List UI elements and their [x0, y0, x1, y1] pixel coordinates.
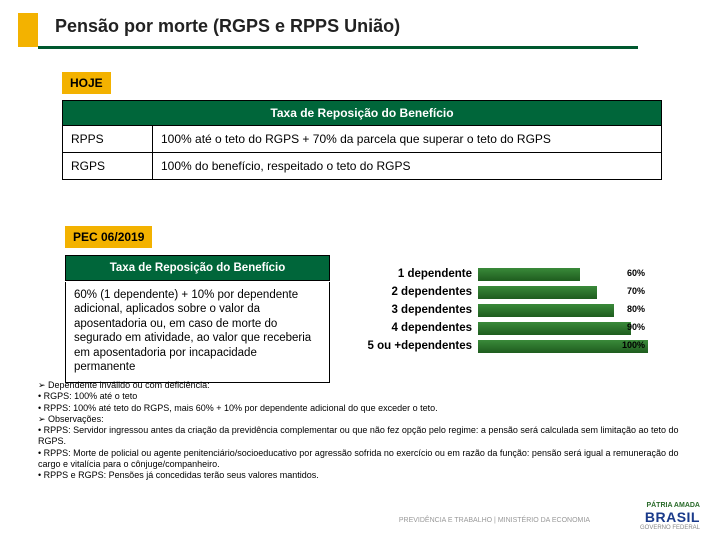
table-row: RPPS 100% até o teto do RGPS + 70% da pa… [63, 126, 662, 153]
footer-logo: PÁTRIA AMADA BRASIL GOVERNO FEDERAL [640, 502, 700, 531]
note-line: ➢ Observações: [38, 414, 698, 425]
bar-row: 2 dependentes 70% [360, 284, 680, 300]
page-title: Pensão por morte (RGPS e RPPS União) [55, 16, 615, 37]
note-line: • RPPS e RGPS: Pensões já concedidas ter… [38, 470, 698, 481]
dependentes-chart: 1 dependente 60% 2 dependentes 70% 3 depende… [360, 266, 680, 356]
tag-hoje: HOJE [62, 72, 111, 94]
tag-pec: PEC 06/2019 [65, 226, 152, 248]
accent-bar [18, 13, 38, 47]
cell: 100% do benefício, respeitado o teto do … [153, 153, 662, 180]
notes-block: ➢ Dependente inválido ou com deficiência… [38, 380, 698, 481]
bar-track: 70% [478, 286, 648, 299]
cell: 100% até o teto do RGPS + 70% da parcela… [153, 126, 662, 153]
note-line: • RPPS: Morte de policial ou agente peni… [38, 448, 698, 471]
box-pec-header: Taxa de Reposição do Benefício [65, 255, 330, 281]
table-hoje-header: Taxa de Reposição do Benefício [63, 101, 662, 126]
brand-sub: GOVERNO FEDERAL [640, 525, 700, 531]
table-row: RGPS 100% do benefício, respeitado o tet… [63, 153, 662, 180]
bar-track: 80% [478, 304, 648, 317]
bar-label: 2 dependentes [360, 286, 478, 298]
bar-fill [478, 268, 580, 281]
bar-label: 1 dependente [360, 268, 478, 280]
note-line: • RGPS: 100% até o teto [38, 391, 698, 402]
bar-row: 5 ou +dependentes 100% [360, 338, 680, 354]
bar-label: 5 ou +dependentes [360, 340, 478, 352]
bar-value: 80% [627, 304, 645, 314]
note-line: ➢ Dependente inválido ou com deficiência… [38, 380, 698, 391]
bar-value: 90% [627, 322, 645, 332]
brand: BRASIL [640, 509, 700, 525]
title-underline [38, 46, 638, 49]
bar-fill [478, 286, 597, 299]
bar-label: 3 dependentes [360, 304, 478, 316]
bar-track: 60% [478, 268, 648, 281]
bar-value: 60% [627, 268, 645, 278]
bar-track: 90% [478, 322, 648, 335]
note-line: • RPPS: Servidor ingressou antes da cria… [38, 425, 698, 448]
cell: RPPS [63, 126, 153, 153]
bar-row: 3 dependentes 80% [360, 302, 680, 318]
bar-fill [478, 322, 631, 335]
bar-value: 70% [627, 286, 645, 296]
bar-fill [478, 304, 614, 317]
brand-top: PÁTRIA AMADA [640, 502, 700, 509]
cell: RGPS [63, 153, 153, 180]
bar-track: 100% [478, 340, 648, 353]
bar-label: 4 dependentes [360, 322, 478, 334]
note-line: • RPPS: 100% até teto do RGPS, mais 60% … [38, 403, 698, 414]
table-hoje: Taxa de Reposição do Benefício RPPS 100%… [62, 100, 662, 180]
bar-row: 4 dependentes 90% [360, 320, 680, 336]
box-pec-body: 60% (1 dependente) + 10% por dependente … [65, 282, 330, 383]
footer-ministry: PREVIDÊNCIA E TRABALHO | MINISTÉRIO DA E… [399, 517, 590, 524]
bar-row: 1 dependente 60% [360, 266, 680, 282]
bar-value: 100% [622, 340, 645, 350]
